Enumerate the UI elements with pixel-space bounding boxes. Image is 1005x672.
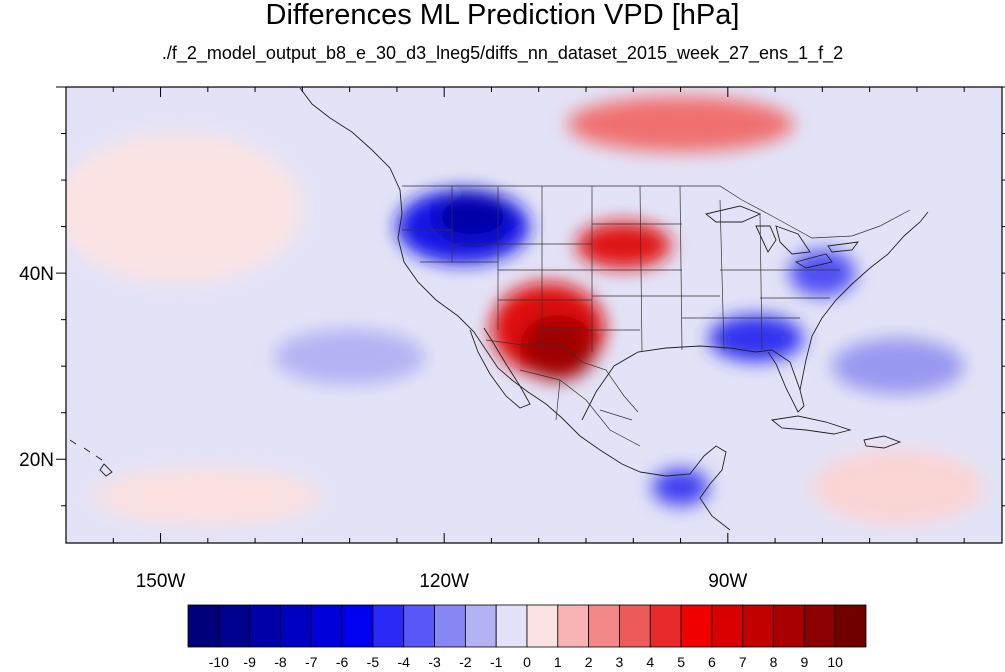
colorbar-label: -8 bbox=[274, 654, 287, 670]
colorbar-swatch bbox=[218, 604, 251, 648]
colorbar-label: 3 bbox=[616, 654, 624, 670]
colorbar-swatch bbox=[310, 604, 343, 648]
field-region-mexico-blue bbox=[652, 468, 709, 506]
field-region-atlantic-blue bbox=[831, 338, 965, 395]
colorbar-label: -6 bbox=[336, 654, 349, 670]
field-region-north-pacific-light-red bbox=[66, 133, 303, 283]
colorbar-swatch bbox=[773, 604, 805, 648]
colorbar-swatch bbox=[742, 604, 774, 648]
colorbar-swatch bbox=[280, 604, 312, 648]
colorbar-swatch bbox=[187, 604, 220, 648]
colorbar-label: 10 bbox=[827, 654, 843, 670]
baja-coastline bbox=[469, 327, 531, 409]
colorbar-swatch bbox=[711, 604, 744, 648]
colorbar-swatch bbox=[526, 604, 559, 648]
colorbar-swatch bbox=[434, 604, 466, 648]
colorbar-label: 5 bbox=[677, 654, 685, 670]
us-mexico-border bbox=[485, 339, 639, 413]
lon-label: 120W bbox=[419, 571, 469, 592]
hawaii-coastline bbox=[69, 439, 113, 477]
field-region-south-pacific-light-red bbox=[94, 468, 322, 525]
lat-label: 20N bbox=[19, 450, 54, 471]
colorbar-swatch bbox=[680, 604, 713, 648]
colorbar: -10 -9 -8 -7 -6 -5 -4 -3 -2 -1 0 1 2 3 4 5 6 7 8 9 10 bbox=[187, 604, 867, 670]
colorbar-swatch bbox=[372, 604, 405, 648]
colorbar-swatch bbox=[495, 604, 528, 648]
field-region-plains-red bbox=[576, 221, 672, 269]
field-region-great-lakes-blue bbox=[789, 249, 856, 297]
colorbar-swatch bbox=[588, 604, 620, 648]
colorbar-label: -4 bbox=[398, 654, 411, 670]
gulf-coastline bbox=[581, 345, 805, 421]
atlantic-coastline bbox=[799, 211, 929, 391]
us-canada-border bbox=[402, 185, 911, 239]
colorbar-swatch bbox=[619, 604, 651, 648]
borders bbox=[402, 185, 911, 447]
colorbar-label: 1 bbox=[554, 654, 562, 670]
colorbar-label: 9 bbox=[800, 654, 808, 670]
page-title: Differences ML Prediction VPD [hPa] bbox=[265, 0, 740, 31]
colorbar-label: -9 bbox=[243, 654, 256, 670]
cuba-coastline bbox=[770, 415, 852, 435]
hispaniola-coastline bbox=[863, 435, 902, 449]
colorbar-label: -1 bbox=[490, 654, 503, 670]
state-lines bbox=[402, 185, 840, 353]
field-region-southwest-dark-red bbox=[519, 315, 596, 381]
coastlines bbox=[69, 87, 929, 531]
colorbar-swatch bbox=[557, 604, 590, 648]
central-america-coastline bbox=[639, 445, 731, 531]
field-region-east-pacific-blue bbox=[274, 328, 426, 385]
pacific-coastline bbox=[299, 87, 641, 473]
lon-label: 150W bbox=[136, 571, 186, 592]
colorbar-label: 8 bbox=[770, 654, 778, 670]
colorbar-label: 6 bbox=[708, 654, 716, 670]
colorbar-swatch bbox=[649, 604, 682, 648]
lon-label: 90W bbox=[708, 571, 747, 592]
colorbar-swatch bbox=[803, 604, 836, 648]
page-subtitle: ./f_2_model_output_b8_e_30_d3_lneg5/diff… bbox=[161, 43, 844, 63]
lat-label: 40N bbox=[19, 264, 54, 285]
colorbar-label: 0 bbox=[523, 654, 531, 670]
colorbar-swatch bbox=[249, 604, 281, 648]
colorbar-swatch bbox=[403, 604, 435, 648]
colorbar-label: -5 bbox=[367, 654, 380, 670]
axis-labels: 150W 120W 90W 40N 20N bbox=[19, 264, 747, 592]
colorbar-label: -7 bbox=[305, 654, 318, 670]
map-panel bbox=[66, 87, 1002, 543]
field-region-caribbean-light-red bbox=[812, 449, 984, 525]
field-region-southeast-blue bbox=[708, 315, 804, 362]
colorbar-swatch bbox=[341, 604, 374, 648]
colorbar-label: -2 bbox=[459, 654, 472, 670]
field-region-northwest-deep-blue bbox=[434, 194, 511, 241]
difference-field bbox=[66, 96, 984, 525]
colorbar-label: -3 bbox=[428, 654, 441, 670]
mexico-state-lines bbox=[519, 369, 641, 447]
colorbar-label: 2 bbox=[585, 654, 593, 670]
colorbar-swatch bbox=[464, 604, 497, 648]
field-region-canada-red-band bbox=[567, 96, 794, 153]
map-frame bbox=[65, 86, 1003, 544]
colorbar-label: -10 bbox=[209, 654, 229, 670]
colorbar-swatch bbox=[834, 604, 867, 648]
great-lakes-outline bbox=[704, 205, 860, 269]
colorbar-label: 7 bbox=[739, 654, 747, 670]
colorbar-label: 4 bbox=[646, 654, 654, 670]
